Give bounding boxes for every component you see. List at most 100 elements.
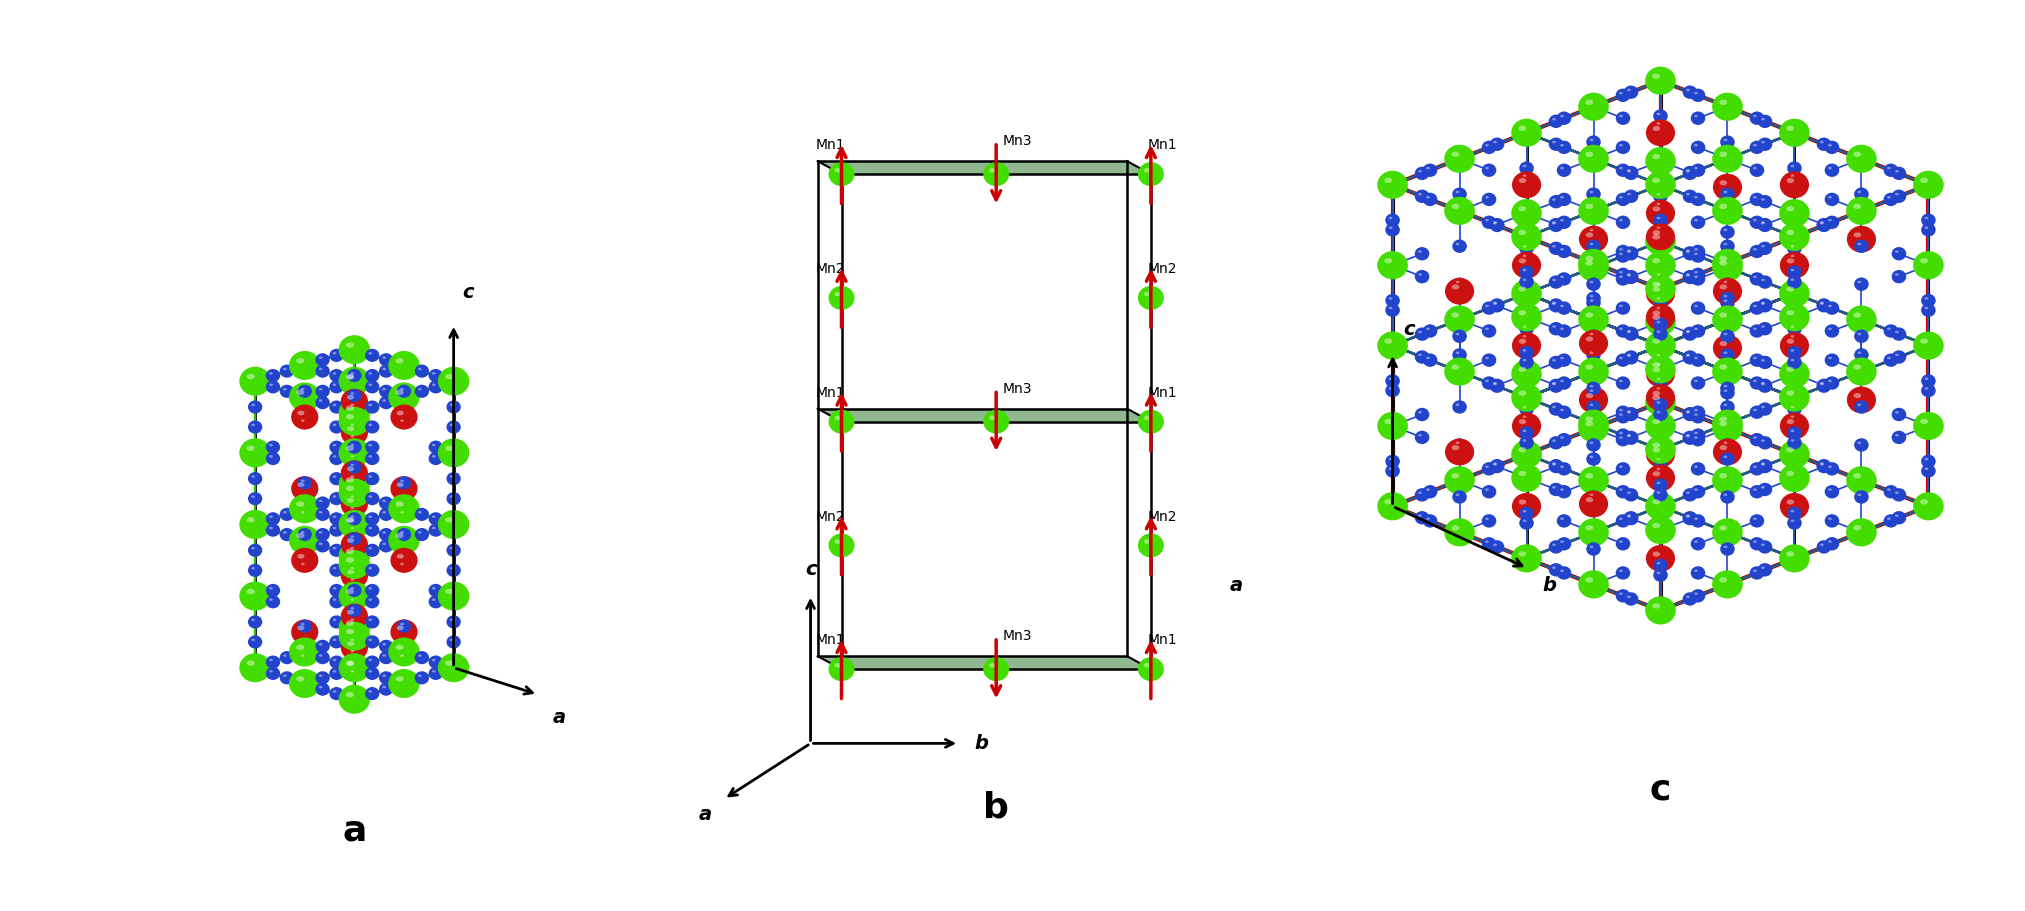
Ellipse shape	[1551, 141, 1555, 143]
Ellipse shape	[1624, 246, 1638, 260]
Ellipse shape	[446, 615, 462, 629]
Ellipse shape	[1418, 353, 1422, 356]
Ellipse shape	[251, 424, 255, 426]
Ellipse shape	[401, 511, 403, 514]
Ellipse shape	[1586, 452, 1602, 466]
Ellipse shape	[247, 445, 255, 451]
Ellipse shape	[290, 526, 320, 555]
Ellipse shape	[379, 507, 393, 521]
Ellipse shape	[1580, 386, 1608, 414]
Ellipse shape	[318, 356, 322, 359]
Ellipse shape	[1646, 465, 1675, 491]
Ellipse shape	[284, 511, 288, 514]
Ellipse shape	[1559, 517, 1563, 520]
Ellipse shape	[1853, 204, 1861, 209]
Ellipse shape	[1628, 516, 1630, 517]
Ellipse shape	[1559, 436, 1563, 439]
Ellipse shape	[1719, 330, 1735, 343]
Ellipse shape	[1519, 171, 1533, 185]
Ellipse shape	[1519, 265, 1533, 279]
Ellipse shape	[284, 654, 288, 657]
Ellipse shape	[1557, 272, 1571, 286]
Ellipse shape	[292, 548, 318, 573]
Ellipse shape	[332, 639, 336, 641]
Ellipse shape	[450, 496, 454, 497]
Ellipse shape	[1586, 400, 1602, 414]
Ellipse shape	[1628, 331, 1630, 333]
Ellipse shape	[1762, 567, 1766, 569]
Ellipse shape	[401, 419, 403, 422]
Ellipse shape	[332, 404, 336, 406]
Ellipse shape	[1786, 551, 1794, 557]
Ellipse shape	[1484, 488, 1488, 491]
Ellipse shape	[1719, 256, 1727, 261]
Ellipse shape	[332, 659, 336, 661]
Ellipse shape	[1624, 351, 1638, 364]
Ellipse shape	[1624, 327, 1638, 341]
Ellipse shape	[1887, 488, 1891, 491]
Ellipse shape	[1713, 93, 1744, 121]
Ellipse shape	[446, 564, 462, 577]
Ellipse shape	[1586, 188, 1602, 200]
Ellipse shape	[1452, 438, 1466, 452]
Ellipse shape	[1616, 193, 1630, 206]
Ellipse shape	[346, 452, 362, 466]
Ellipse shape	[1687, 596, 1689, 599]
Ellipse shape	[1691, 111, 1705, 125]
Ellipse shape	[1829, 196, 1833, 199]
Ellipse shape	[1559, 115, 1563, 118]
Ellipse shape	[1452, 151, 1460, 157]
Ellipse shape	[379, 682, 393, 696]
Ellipse shape	[1646, 545, 1675, 572]
Ellipse shape	[1652, 407, 1669, 421]
Ellipse shape	[1523, 430, 1527, 432]
Ellipse shape	[1424, 324, 1438, 338]
Ellipse shape	[1924, 377, 1928, 380]
Ellipse shape	[1695, 248, 1697, 251]
Ellipse shape	[350, 516, 354, 517]
Ellipse shape	[1490, 460, 1505, 473]
Ellipse shape	[346, 629, 354, 634]
Ellipse shape	[1628, 435, 1630, 437]
Ellipse shape	[1758, 138, 1772, 151]
Ellipse shape	[350, 599, 354, 601]
Ellipse shape	[1519, 161, 1533, 175]
Ellipse shape	[340, 389, 369, 414]
Ellipse shape	[346, 518, 354, 523]
Ellipse shape	[1551, 486, 1555, 488]
Ellipse shape	[1695, 252, 1697, 255]
Ellipse shape	[1559, 488, 1563, 491]
Ellipse shape	[1922, 213, 1936, 227]
Ellipse shape	[1847, 386, 1875, 414]
Ellipse shape	[1551, 199, 1555, 200]
Ellipse shape	[338, 621, 371, 650]
Ellipse shape	[1557, 433, 1571, 446]
Ellipse shape	[1519, 259, 1527, 263]
Ellipse shape	[346, 660, 354, 666]
Ellipse shape	[1523, 269, 1527, 271]
Ellipse shape	[1855, 438, 1869, 452]
Ellipse shape	[1683, 431, 1697, 444]
Ellipse shape	[834, 292, 840, 296]
Ellipse shape	[1652, 419, 1660, 425]
Ellipse shape	[1723, 456, 1727, 458]
Ellipse shape	[1644, 251, 1677, 280]
Ellipse shape	[1577, 197, 1608, 225]
Ellipse shape	[1586, 240, 1602, 253]
Ellipse shape	[1624, 512, 1638, 526]
Ellipse shape	[1557, 376, 1571, 390]
Ellipse shape	[1616, 405, 1630, 419]
Ellipse shape	[318, 674, 322, 677]
Ellipse shape	[316, 396, 330, 409]
Ellipse shape	[1586, 225, 1602, 239]
Ellipse shape	[988, 168, 996, 172]
Ellipse shape	[1786, 499, 1794, 505]
Ellipse shape	[1616, 245, 1630, 258]
Ellipse shape	[338, 685, 371, 713]
Ellipse shape	[1418, 331, 1422, 333]
Ellipse shape	[401, 479, 403, 482]
Ellipse shape	[247, 401, 263, 414]
Ellipse shape	[346, 647, 362, 660]
Ellipse shape	[1519, 251, 1533, 265]
Ellipse shape	[1719, 341, 1727, 346]
